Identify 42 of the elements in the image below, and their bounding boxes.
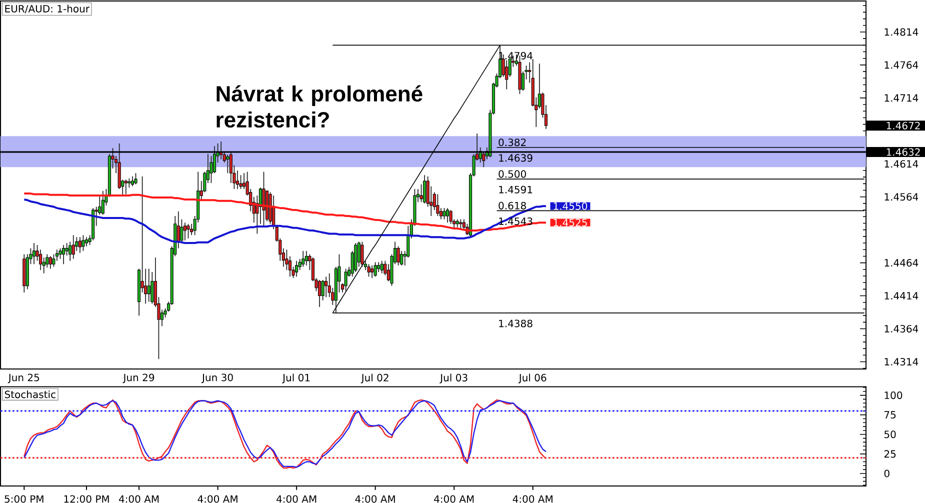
data-label: 1.4388: [499, 320, 532, 328]
y-tick-label: 25: [884, 450, 896, 458]
y-tick-label: 1.4814: [884, 28, 918, 36]
y-tick-label: 50: [884, 430, 896, 438]
x-tick-label: Jun 29: [122, 374, 154, 384]
series-label: 0.382: [498, 138, 526, 146]
y-tick-label: 1.4614: [884, 160, 918, 168]
series-label: 0.618: [498, 202, 526, 210]
x-tick-label: 12:00 PM: [64, 495, 109, 503]
ref-line-label: 1.4632: [886, 148, 920, 156]
x-tick-label: 5:00 PM: [4, 495, 44, 503]
x-tick-label: 4:00 AM: [198, 495, 238, 503]
x-tick-label: 4:00 AM: [276, 495, 316, 503]
x-tick-label: Jul 02: [360, 374, 388, 384]
text: 1.4672: [886, 122, 920, 130]
y-tick-label: 1.4314: [884, 358, 918, 366]
data-label: 1.4591: [499, 186, 532, 194]
x-tick-label: Jun 30: [202, 374, 233, 384]
data-label: 1.4550: [554, 202, 588, 210]
x-tick-label: Jun 25: [8, 374, 40, 384]
data-label: 1.4639: [499, 154, 532, 162]
x-tick-label: 4:00 AM: [512, 495, 552, 503]
y-tick-label: 1.4714: [884, 94, 918, 102]
y-tick-label: 0: [884, 470, 890, 478]
y-tick-label: 100: [884, 392, 902, 400]
y-tick-label: 1.4564: [884, 193, 918, 201]
series-label: 0.500: [498, 170, 526, 178]
x-tick-label: Jul 06: [518, 374, 546, 384]
chart-title: Stochastic: [4, 390, 56, 398]
x-tick-label: Jul 01: [282, 374, 310, 384]
x-tick-label: 4:00 AM: [355, 495, 395, 503]
x-tick-label: Jul 03: [440, 374, 468, 384]
x-tick-label: 4:00 AM: [434, 495, 474, 503]
y-tick-label: 1.4364: [884, 324, 918, 333]
annotation: Návrat k prolomené rezistenci?: [216, 85, 422, 128]
data-label: 1.4525: [554, 218, 587, 226]
y-tick-label: 1.4414: [884, 292, 918, 300]
x-tick-label: 4:00 AM: [118, 495, 159, 503]
y-tick-label: 1.4464: [884, 259, 918, 267]
y-tick-label: 75: [884, 411, 896, 419]
y-tick-label: 1.4764: [884, 61, 918, 69]
chart-title: EUR/AUD: 1-hour: [5, 4, 90, 14]
